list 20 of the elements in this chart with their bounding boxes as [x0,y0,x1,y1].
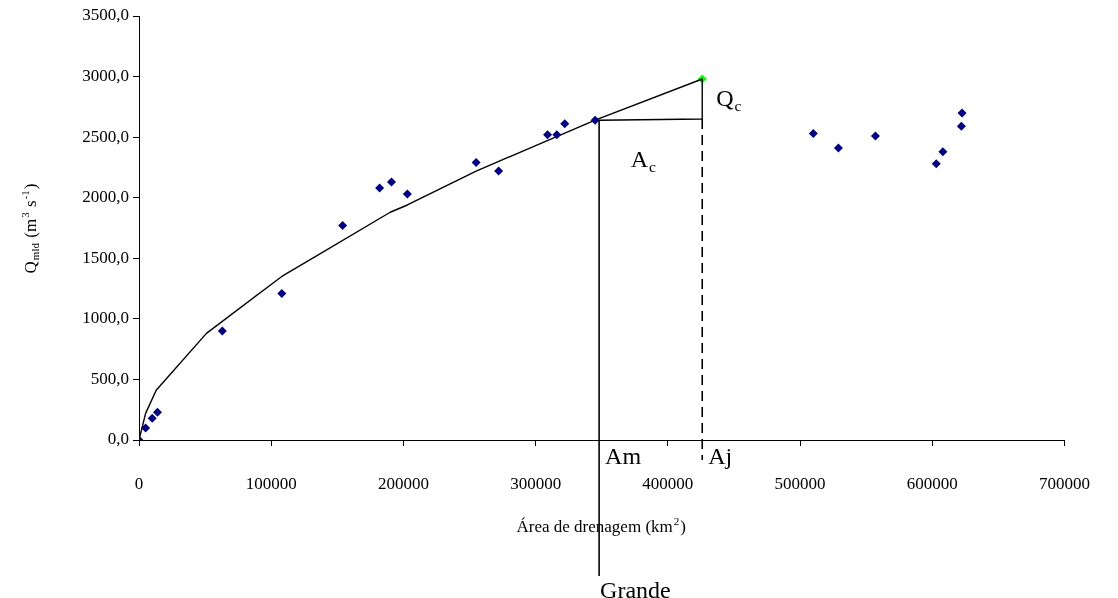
x-tick-label: 0 [134,473,144,493]
x-tick-label: 500000 [774,473,826,493]
y-tick-label: 1500,0 [82,247,129,267]
ref-line-label: Am [605,443,642,469]
ref-line-label: Aj [708,443,733,469]
y-tick-label: 2000,0 [82,187,129,207]
y-tick-label: 500,0 [90,368,129,388]
x-tick-label: 200000 [377,473,429,493]
x-tick-label: 100000 [245,473,297,493]
y-axis-title: Qmld (m3 s-1) [19,183,42,274]
x-tick-label: 300000 [510,473,562,493]
y-tick-label: 3500,0 [82,5,129,25]
y-tick-label: 3000,0 [82,66,129,86]
x-tick-label: 700000 [1039,473,1090,493]
x-tick-label: 400000 [642,473,694,493]
y-tick-label: 2500,0 [82,126,129,146]
text: Grande [600,577,671,598]
x-tick-label: 600000 [906,473,958,493]
y-tick-label: 0,0 [107,429,129,449]
y-tick-label: 1000,0 [82,308,129,328]
